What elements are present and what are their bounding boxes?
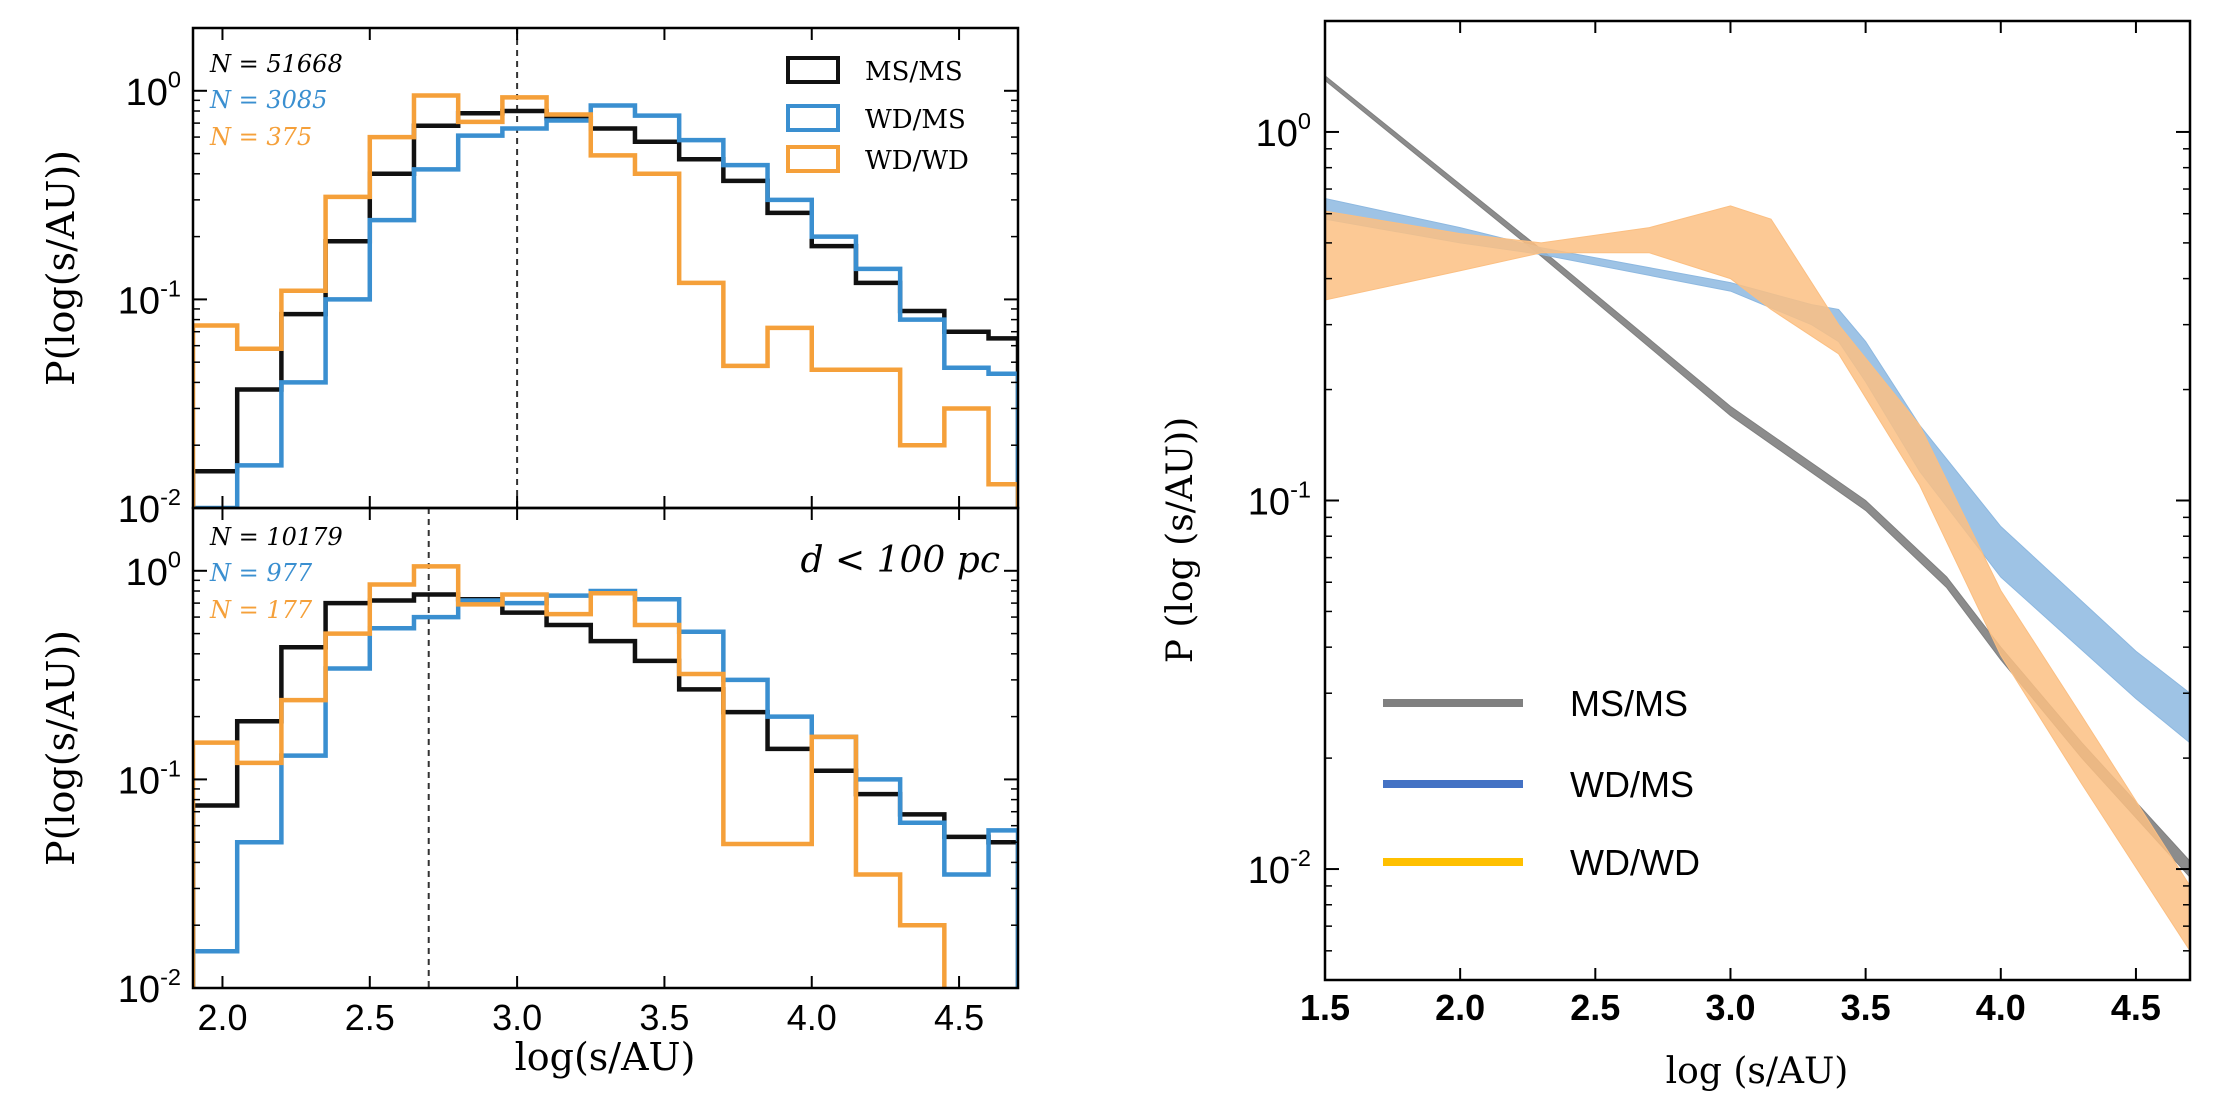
x-tick-label: 2.5	[345, 997, 395, 1038]
y-tick-label: 100	[126, 547, 181, 594]
y-axis-label: P (log (s/AU))	[1160, 417, 1201, 663]
band-ms-ms	[1325, 75, 2190, 879]
x-tick-label: 3.0	[492, 997, 542, 1038]
band-wd-wd	[1325, 205, 2190, 952]
y-tick-label: 10-2	[118, 484, 181, 531]
y-tick-label: 10-2	[1248, 845, 1311, 892]
x-tick-label: 3.0	[1705, 987, 1755, 1028]
x-tick-label: 4.0	[787, 997, 837, 1038]
legend-label-msms: MS/MS	[1570, 683, 1688, 724]
panel-top-left: 10-2 10-1 100 P(log(s/AU)) N = 51668 N = 3…	[39, 26, 1020, 531]
panel-bottom-left: 10-2 10-1 100 2.0 2.5 3.0 3.5 4.0 4.5 P(log(s/A…	[39, 506, 1020, 1079]
histogram-wd-wd	[193, 93, 1018, 508]
histogram-series-group	[193, 93, 1018, 508]
legend-label-wdwd: WD/WD	[1570, 842, 1700, 883]
legend-swatch-wdms	[786, 104, 840, 132]
plot-frame	[191, 506, 1020, 990]
count-label-wdms: N = 977	[209, 559, 313, 587]
count-label-wdms: N = 3085	[209, 86, 327, 114]
x-axis: 2.0 2.5 3.0 3.5 4.0 4.5	[197, 508, 984, 1038]
legend-label-wdwd: WD/WD	[865, 146, 969, 176]
x-axis-label: log (s/AU)	[1666, 1051, 1849, 1092]
x-tick-label: 4.5	[2111, 987, 2161, 1028]
y-tick-label: 100	[1256, 108, 1311, 155]
count-labels: N = 51668 N = 3085 N = 375	[209, 50, 343, 151]
x-tick-label: 1.5	[1300, 987, 1350, 1028]
legend-label-wdms: WD/MS	[1570, 764, 1694, 805]
legend-label-wdms: WD/MS	[865, 105, 966, 135]
y-axis: 10-2 10-1 100	[1248, 20, 2190, 981]
legend-label-msms: MS/MS	[865, 57, 963, 87]
legend: MS/MS WD/MS WD/WD	[1383, 683, 1700, 883]
x-tick-label: 2.0	[1435, 987, 1485, 1028]
count-label-msms: N = 51668	[209, 50, 343, 78]
y-axis-label: P(log(s/AU))	[39, 630, 83, 866]
y-tick-label: 10-2	[118, 964, 181, 1011]
x-tick-label: 4.0	[1976, 987, 2026, 1028]
y-tick-label: 100	[126, 67, 181, 114]
x-tick-label: 4.5	[934, 997, 984, 1038]
histogram-wd-wd	[193, 564, 947, 988]
band-series-group	[1325, 75, 2190, 952]
x-axis-label: log(s/AU)	[515, 1035, 696, 1079]
legend-swatch-msms	[786, 56, 840, 84]
y-axis: 10-2 10-1 100	[118, 507, 1018, 1011]
legend-swatch-wdwd	[786, 145, 840, 173]
x-axis: 1.5 2.0 2.5 3.0 3.5 4.0 4.5	[1300, 21, 2161, 1028]
x-tick-label: 3.5	[639, 997, 689, 1038]
histogram-wd-ms	[193, 103, 1018, 508]
x-tick-label: 2.0	[197, 997, 247, 1038]
x-tick-label: 2.5	[1570, 987, 1620, 1028]
x-axis	[221, 28, 961, 508]
y-tick-label: 10-1	[1248, 476, 1311, 523]
histogram-wd-ms	[193, 588, 1018, 988]
count-labels: N = 10179 N = 977 N = 177	[209, 523, 343, 624]
panel-right: 10-2 10-1 100 1.5 2.0 2.5 3.0 3.5 4.0 4.5 P (log…	[1160, 19, 2192, 1092]
x-tick-label: 3.5	[1841, 987, 1891, 1028]
distance-annotation: d < 100 pc	[801, 540, 1000, 581]
count-label-wdwd: N = 375	[209, 123, 312, 151]
y-tick-label: 10-1	[118, 755, 181, 802]
count-label-msms: N = 10179	[209, 523, 343, 551]
legend: MS/MS WD/MS WD/WD	[786, 56, 969, 176]
count-label-wdwd: N = 177	[209, 596, 313, 624]
histogram-ms-ms	[193, 592, 1018, 988]
y-tick-label: 10-1	[118, 275, 181, 322]
histogram-series-group	[193, 564, 1018, 988]
plot-frame	[1323, 19, 2192, 982]
y-axis-label: P(log(s/AU))	[39, 150, 83, 386]
